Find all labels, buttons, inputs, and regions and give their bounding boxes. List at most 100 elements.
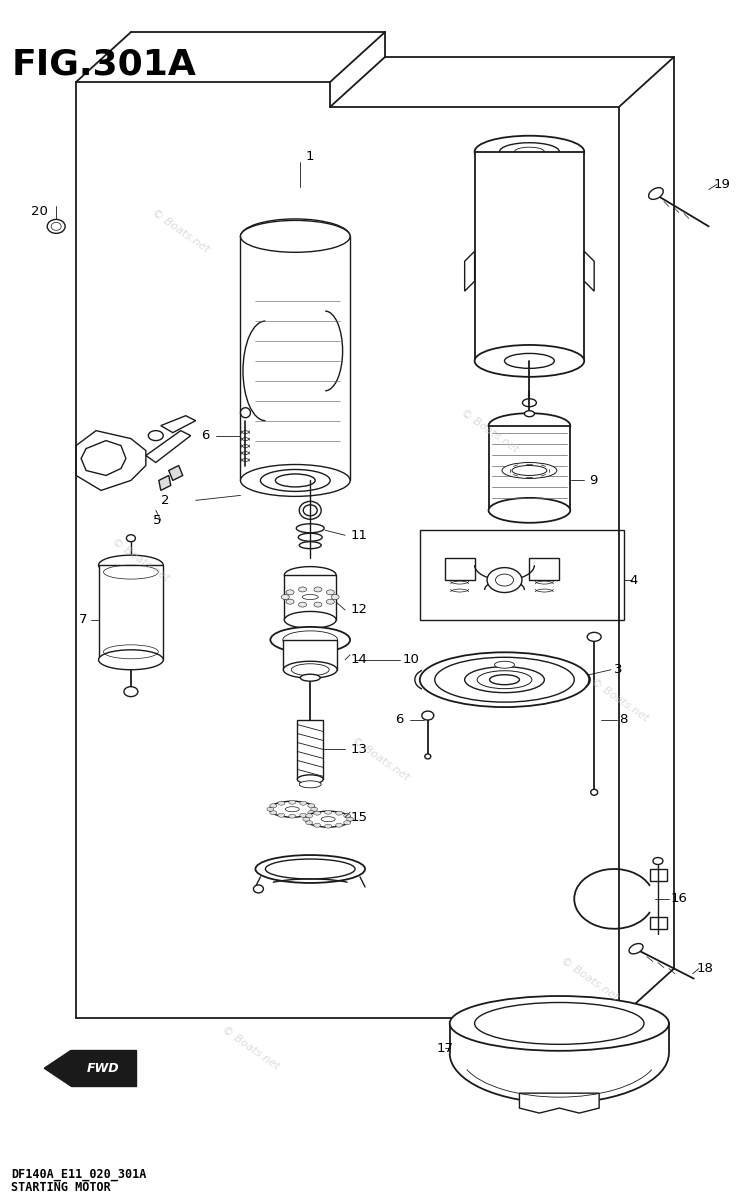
Ellipse shape — [314, 587, 322, 592]
Ellipse shape — [285, 612, 336, 629]
Polygon shape — [650, 917, 667, 929]
Ellipse shape — [283, 661, 337, 678]
Ellipse shape — [489, 498, 570, 523]
Text: 1: 1 — [305, 150, 314, 163]
Ellipse shape — [241, 408, 250, 418]
Ellipse shape — [273, 229, 317, 244]
Ellipse shape — [241, 221, 350, 252]
Text: 11: 11 — [350, 529, 367, 541]
Ellipse shape — [256, 224, 335, 248]
Ellipse shape — [297, 775, 323, 784]
Polygon shape — [650, 869, 667, 881]
Ellipse shape — [305, 821, 313, 824]
Ellipse shape — [311, 808, 317, 811]
Ellipse shape — [278, 814, 285, 817]
Ellipse shape — [475, 344, 584, 377]
Ellipse shape — [475, 136, 584, 168]
Ellipse shape — [270, 626, 350, 653]
Ellipse shape — [286, 599, 294, 604]
Text: 9: 9 — [589, 474, 597, 487]
Ellipse shape — [489, 674, 519, 685]
Ellipse shape — [308, 804, 315, 808]
Ellipse shape — [314, 811, 320, 815]
Text: 14: 14 — [350, 653, 367, 666]
Ellipse shape — [297, 523, 324, 533]
Ellipse shape — [326, 590, 335, 595]
Polygon shape — [159, 475, 171, 491]
Ellipse shape — [336, 811, 343, 815]
Ellipse shape — [253, 884, 264, 893]
Ellipse shape — [261, 469, 330, 492]
Polygon shape — [489, 426, 570, 510]
Ellipse shape — [270, 811, 277, 815]
Ellipse shape — [629, 943, 643, 954]
Text: STARTING MOTOR: STARTING MOTOR — [11, 1181, 111, 1194]
Ellipse shape — [325, 824, 332, 828]
Ellipse shape — [278, 802, 285, 805]
Text: © Boats.net: © Boats.net — [110, 536, 171, 583]
Ellipse shape — [124, 686, 138, 697]
Ellipse shape — [343, 821, 351, 824]
Text: 12: 12 — [350, 604, 367, 617]
Ellipse shape — [291, 664, 329, 676]
Ellipse shape — [241, 218, 350, 253]
Ellipse shape — [495, 574, 513, 586]
Polygon shape — [283, 640, 337, 670]
Text: 13: 13 — [350, 743, 367, 756]
Ellipse shape — [282, 594, 289, 600]
Ellipse shape — [314, 602, 322, 607]
Ellipse shape — [450, 996, 669, 1051]
Ellipse shape — [325, 810, 332, 814]
Ellipse shape — [512, 466, 547, 475]
Ellipse shape — [495, 661, 515, 668]
Text: 10: 10 — [403, 653, 419, 666]
Ellipse shape — [522, 398, 536, 407]
Ellipse shape — [127, 535, 136, 541]
Polygon shape — [530, 558, 559, 580]
Text: © Boats.net: © Boats.net — [349, 736, 410, 782]
Text: © Boats.net: © Boats.net — [559, 955, 620, 1002]
Text: © Boats.net: © Boats.net — [150, 208, 212, 254]
Ellipse shape — [98, 650, 163, 670]
Text: 2: 2 — [161, 494, 169, 506]
Ellipse shape — [270, 802, 315, 817]
Ellipse shape — [299, 781, 321, 787]
Polygon shape — [445, 558, 475, 580]
Ellipse shape — [285, 566, 336, 583]
Text: 6: 6 — [200, 430, 209, 442]
Ellipse shape — [343, 814, 351, 817]
Polygon shape — [584, 251, 595, 292]
Text: 17: 17 — [437, 1042, 454, 1055]
Ellipse shape — [314, 823, 320, 827]
Text: 19: 19 — [714, 178, 731, 191]
Ellipse shape — [299, 814, 307, 817]
Ellipse shape — [587, 632, 601, 641]
Ellipse shape — [299, 541, 321, 548]
Text: 7: 7 — [79, 613, 88, 626]
Ellipse shape — [591, 790, 597, 796]
Text: 8: 8 — [619, 713, 627, 726]
Ellipse shape — [336, 823, 343, 827]
Ellipse shape — [308, 811, 315, 815]
Ellipse shape — [420, 653, 589, 707]
Ellipse shape — [653, 858, 663, 864]
Ellipse shape — [299, 802, 307, 805]
Text: © Boats.net: © Boats.net — [589, 676, 650, 724]
Polygon shape — [297, 720, 323, 779]
Ellipse shape — [289, 800, 296, 804]
Text: © Boats.net: © Boats.net — [220, 1025, 281, 1072]
Ellipse shape — [305, 811, 351, 827]
Ellipse shape — [299, 587, 306, 592]
Text: 20: 20 — [31, 205, 48, 218]
Polygon shape — [519, 1093, 599, 1114]
Text: © Boats.net: © Boats.net — [459, 407, 520, 454]
Ellipse shape — [285, 806, 299, 811]
Ellipse shape — [289, 814, 296, 818]
Ellipse shape — [298, 533, 322, 541]
Text: 5: 5 — [153, 514, 162, 527]
Ellipse shape — [425, 754, 431, 758]
Ellipse shape — [422, 712, 434, 720]
Ellipse shape — [241, 464, 350, 497]
Ellipse shape — [649, 187, 663, 199]
Polygon shape — [169, 466, 183, 480]
